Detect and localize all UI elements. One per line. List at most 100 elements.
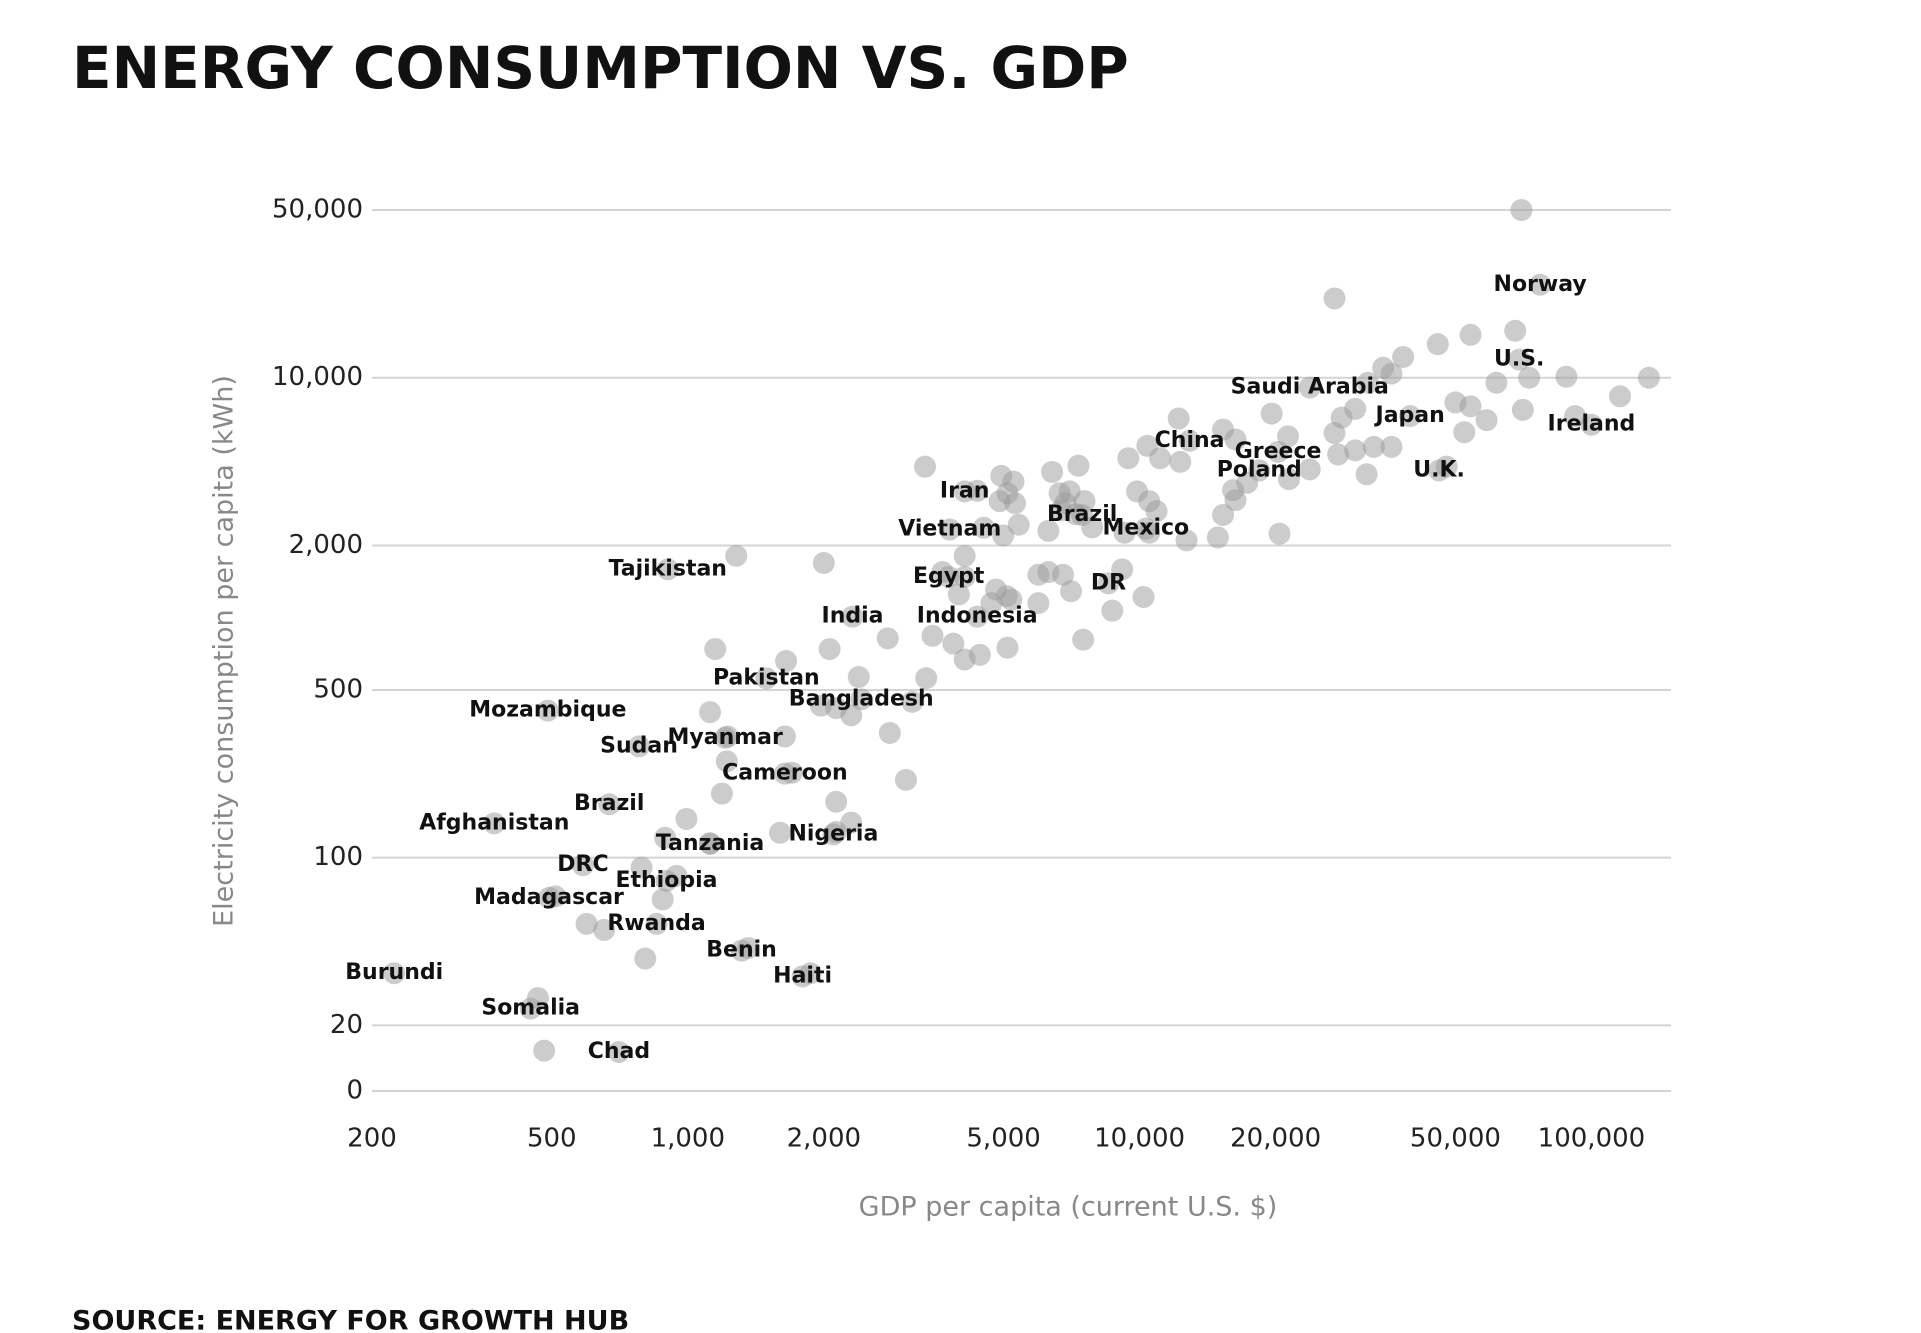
x-tick-label: 20,000	[1230, 1124, 1321, 1154]
point	[942, 632, 965, 655]
point	[1260, 402, 1283, 425]
point-label: Vietnam	[898, 517, 1001, 542]
point	[1132, 585, 1155, 608]
y-tick-label: 100	[313, 842, 363, 872]
x-tick-label: 1,000	[651, 1124, 725, 1154]
point	[737, 937, 760, 960]
point	[1097, 572, 1120, 595]
point	[953, 565, 976, 588]
point-label: DR	[1091, 570, 1126, 595]
point	[773, 725, 796, 748]
x-tick-label: 500	[527, 1124, 577, 1154]
point-label: Iran	[940, 478, 990, 503]
point-label: Pakistan	[713, 665, 820, 690]
x-tick-label: 50,000	[1410, 1124, 1501, 1154]
point	[715, 750, 738, 773]
point-label: Ethiopia	[615, 868, 717, 893]
point	[996, 636, 1019, 659]
point-label: DRC	[557, 852, 608, 877]
point	[651, 888, 674, 911]
point-label: Madagascar	[474, 885, 624, 910]
point	[1149, 447, 1172, 470]
point	[593, 918, 616, 941]
point	[1298, 458, 1321, 481]
point	[1511, 398, 1534, 421]
point-label: Brazil	[574, 791, 644, 816]
point	[725, 544, 748, 567]
y-tick-label: 50,000	[272, 195, 363, 225]
point-label: U.S.	[1494, 347, 1544, 372]
point	[1268, 522, 1291, 545]
point	[1392, 346, 1415, 369]
point	[1081, 516, 1104, 539]
point-label: Greece	[1235, 439, 1322, 464]
point	[915, 667, 938, 690]
point	[656, 558, 679, 581]
point	[841, 605, 864, 628]
point-label: India	[822, 604, 884, 629]
point	[1380, 435, 1403, 458]
point	[571, 854, 594, 877]
point	[1529, 273, 1552, 296]
point	[575, 912, 598, 935]
point-label: Somalia	[481, 996, 580, 1021]
point	[1004, 492, 1027, 515]
y-axis-title: Electricity consumption per capita (kWh)	[209, 375, 240, 927]
point-label: Saudi Arabia	[1231, 375, 1389, 400]
point	[850, 688, 873, 711]
point	[699, 832, 722, 855]
point	[818, 638, 841, 661]
point	[1508, 348, 1531, 371]
point	[1327, 443, 1350, 466]
point-label: Nigeria	[788, 821, 878, 846]
point	[533, 1039, 556, 1062]
point	[1169, 450, 1192, 473]
point	[947, 583, 970, 606]
point	[665, 864, 688, 887]
point	[1504, 319, 1527, 342]
point	[878, 721, 901, 744]
point	[966, 479, 989, 502]
point	[966, 605, 989, 628]
point	[1459, 323, 1482, 346]
point	[825, 697, 848, 720]
x-tick-label: 5,000	[966, 1124, 1040, 1154]
point	[1362, 435, 1385, 458]
point-label: Norway	[1494, 272, 1587, 297]
point	[825, 790, 848, 813]
point-label: Ireland	[1548, 412, 1636, 437]
point	[1323, 422, 1346, 445]
point-label: Cameroon	[722, 761, 848, 786]
point-label: Afghanistan	[419, 810, 569, 835]
point	[1355, 463, 1378, 486]
point	[931, 561, 954, 584]
point	[1323, 287, 1346, 310]
source: SOURCE: ENERGY FOR GROWTH HUB	[72, 1306, 629, 1333]
point	[1178, 429, 1201, 452]
point-label: Sudan	[600, 733, 678, 758]
x-axis-title: GDP per capita (current U.S. $)	[859, 1192, 1278, 1223]
point	[775, 650, 798, 673]
point-label: Mozambique	[469, 698, 626, 723]
point-label: Japan	[1374, 403, 1445, 428]
point	[953, 544, 976, 567]
y-tick-label: 2,000	[289, 530, 363, 560]
point	[1145, 500, 1168, 523]
x-tick-label: 2,000	[787, 1124, 861, 1154]
point	[1356, 371, 1379, 394]
point-label: Brazil	[1047, 502, 1117, 527]
point-label: China	[1155, 428, 1225, 453]
point	[1167, 407, 1190, 430]
point-label: Rwanda	[607, 911, 705, 936]
point	[526, 987, 549, 1010]
point	[1007, 513, 1030, 536]
point	[1344, 439, 1367, 462]
point	[1426, 333, 1449, 356]
x-tick-label: 200	[347, 1124, 397, 1154]
point-label: Mexico	[1102, 516, 1189, 541]
point	[1580, 413, 1603, 436]
point	[1117, 447, 1140, 470]
point	[1175, 529, 1198, 552]
